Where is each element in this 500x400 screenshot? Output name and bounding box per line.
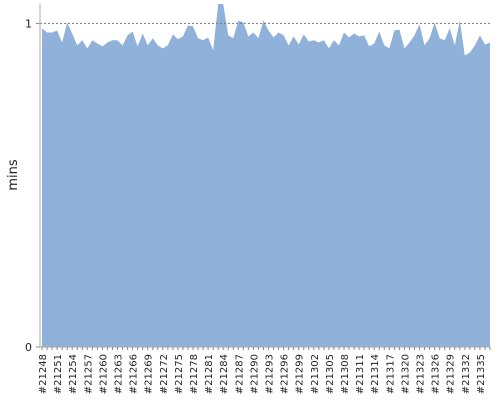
y-axis-label: mins <box>6 159 21 191</box>
x-tick-label: #21257 <box>83 354 94 394</box>
x-tick-label: #21302 <box>310 354 321 394</box>
x-tick-label: #21323 <box>416 354 427 394</box>
x-tick-label: #21284 <box>219 354 230 394</box>
x-tick-label: #21272 <box>159 354 170 394</box>
x-tick-label: #21281 <box>204 354 215 394</box>
x-tick-label: #21290 <box>249 354 260 394</box>
x-tick-label: #21335 <box>476 354 487 394</box>
x-tick-label: #21266 <box>129 354 140 394</box>
x-tick-label: #21320 <box>400 354 411 394</box>
x-tick-label: #21317 <box>385 354 396 394</box>
x-tick-label: #21251 <box>53 354 64 394</box>
x-tick-label: #21287 <box>234 354 245 394</box>
x-tick-label: #21311 <box>355 354 366 394</box>
x-tick-label: #21275 <box>174 354 185 394</box>
x-tick-label: #21299 <box>295 354 306 394</box>
x-tick-label: #21308 <box>340 354 351 394</box>
x-tick-label: #21278 <box>189 354 200 394</box>
x-tick-label: #21314 <box>370 354 381 394</box>
area <box>42 4 490 347</box>
x-tick-label: #21254 <box>68 354 79 394</box>
x-tick-label: #21248 <box>38 354 49 394</box>
x-tick-label: #21296 <box>280 354 291 394</box>
y-tick-label: 0 <box>25 341 32 354</box>
x-tick-label: #21326 <box>431 354 442 394</box>
x-tick-label: #21263 <box>114 354 125 394</box>
x-tick-label: #21305 <box>325 354 336 394</box>
x-tick-label: #21329 <box>446 354 457 394</box>
y-tick-label: 1 <box>25 17 32 30</box>
x-tick-label: #21332 <box>461 354 472 394</box>
x-tick-label: #21269 <box>144 354 155 394</box>
x-tick-label: #21293 <box>265 354 276 394</box>
x-tick-label: #21260 <box>98 354 109 394</box>
